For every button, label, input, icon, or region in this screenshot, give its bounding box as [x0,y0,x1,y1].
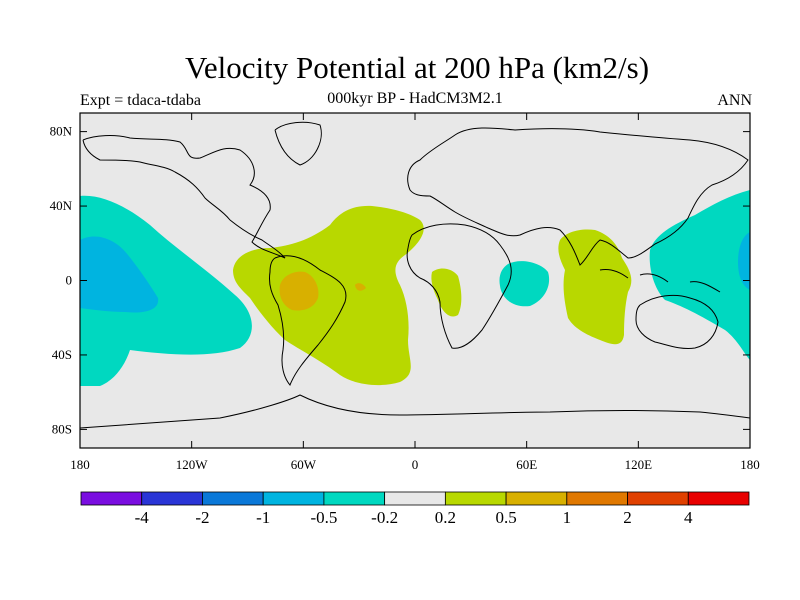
lon-tick-label: 60W [291,457,317,472]
colorbar: -4 -2 -1 -0.5 -0.2 0.2 0.5 1 2 4 [80,491,750,527]
season-label: ANN [717,92,752,109]
field-region-east-pacific-light [80,195,252,386]
colorbar-label: -0.5 [310,508,337,527]
colorbar-label: -0.2 [371,508,398,527]
axis-ticks: 180 120W 60W 0 60E 120E 180 80N 40N 0 40S 80S [50,113,760,472]
lat-tick-label: 80N [50,124,73,139]
colorbar-swatch [444,491,507,506]
lon-tick-label: 120E [625,457,653,472]
lon-tick-label: 60E [516,457,537,472]
field-region-amazon-core [279,271,319,311]
colorbar-label: -4 [135,508,150,527]
field-region-east-pacific-strong [80,236,159,313]
lat-tick-label: 0 [66,273,73,288]
coastlines [80,121,750,429]
colorbar-swatch [384,491,446,506]
colorbar-label: 1 [563,508,572,527]
field-region-atlantic-positive [233,205,424,386]
lon-tick-label: 120W [176,457,209,472]
colorbar-label: 0.5 [495,508,516,527]
colorbar-label: 4 [684,508,693,527]
colorbar-swatch [566,491,628,506]
colorbar-swatch [80,491,143,506]
colorbar-swatch [141,491,203,506]
colorbar-swatch [687,491,750,506]
colorbar-swatch [505,491,568,506]
field-region-africa-positive [431,268,462,317]
field-region-asia-positive [558,229,632,345]
colorbar-label: -2 [195,508,209,527]
coastline-antarctica [80,394,750,429]
lon-tick-label: 180 [740,457,760,472]
colorbar-swatch [202,491,264,506]
coastline-north-america [82,135,286,259]
colorbar-label: -1 [256,508,270,527]
colorbar-swatch [262,491,325,506]
field-region-atlantic-core [355,283,366,291]
field-region-west-pacific-strong [738,232,750,290]
coastline-south-america [269,255,347,386]
coastline-indonesia [599,269,721,293]
coastline-africa [406,223,512,349]
chart-title: Velocity Potential at 200 hPa (km2/s) [184,50,650,85]
model-subtitle: 000kyr BP - HadCM3M2.1 [327,90,503,107]
coastline-australia [635,294,719,349]
lat-tick-label: 40N [50,198,73,213]
lon-tick-label: 180 [70,457,90,472]
colorbar-swatch [627,491,689,506]
colorbar-label: 0.2 [435,508,456,527]
coastline-greenland [274,121,322,166]
lat-tick-label: 80S [52,421,72,436]
colorbar-label: 2 [623,508,632,527]
lon-tick-label: 0 [412,457,419,472]
lat-tick-label: 40S [52,347,72,362]
field-region-indian-ocean [499,261,550,307]
coastline-europe-asia [407,127,749,266]
experiment-label: Expt = tdaca-tdaba [80,92,201,109]
colorbar-swatch [323,491,386,506]
velocity-potential-field [80,190,750,386]
